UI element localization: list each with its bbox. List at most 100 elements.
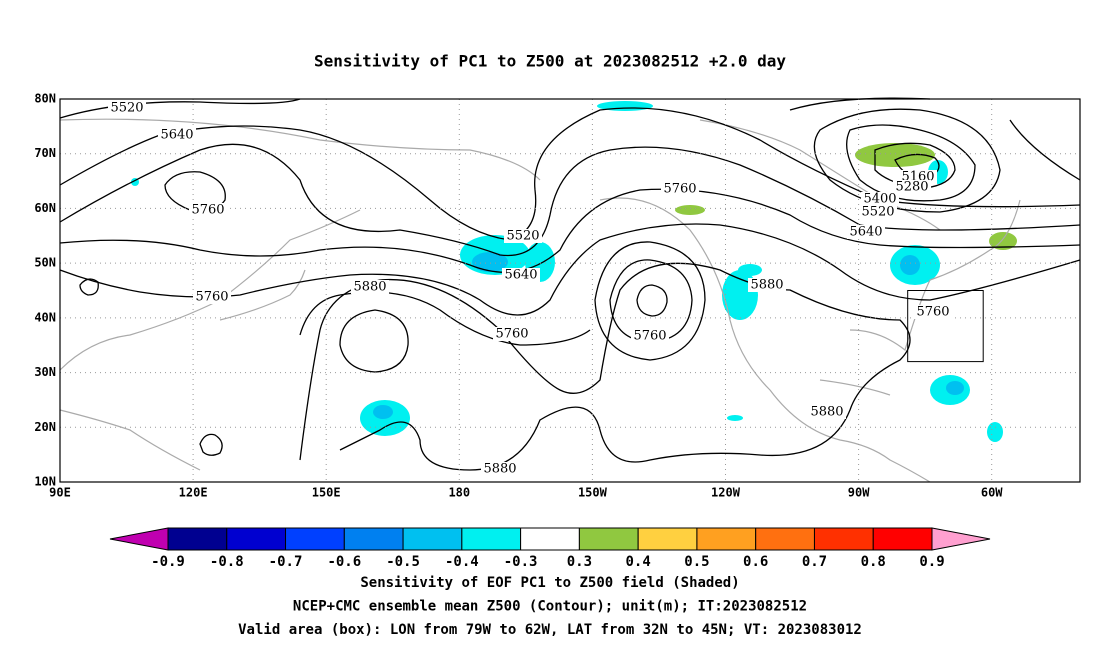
contour-line — [299, 291, 591, 346]
colorbar-bin — [167, 527, 228, 551]
patch — [987, 422, 1003, 442]
colorbar-bin — [226, 527, 287, 551]
contour-line — [789, 97, 1081, 181]
contour-label: 5640 — [849, 225, 882, 240]
lat-label: 30N — [34, 365, 56, 379]
colorbar-label: 0.9 — [919, 554, 944, 570]
colorbar-bin — [813, 527, 874, 551]
contour-label-bg — [502, 268, 540, 282]
patch — [373, 405, 393, 419]
contour-labels: 5520 5640 5760 5760 5880 5520 5640 5760 5760 5760… — [108, 101, 952, 477]
lon-label: 150W — [578, 486, 608, 500]
contour-label-bg — [481, 462, 519, 476]
contour-label: 5880 — [750, 278, 783, 293]
colorbar-label: -0.3 — [504, 554, 538, 570]
colorbar-extend-low — [109, 527, 169, 551]
contour-line — [59, 107, 1081, 241]
lat-label: 20N — [34, 420, 56, 434]
colorbar: -0.9 -0.8 -0.7 -0.6 -0.5 -0.4 -0.3 0.3 0.4 0.5 0.6… — [109, 527, 991, 570]
contour-label: 5880 — [483, 462, 516, 477]
coastline — [849, 199, 1021, 352]
colorbar-label: -0.6 — [327, 554, 361, 570]
captions: Sensitivity of EOF PC1 to Z500 field (Sh… — [238, 575, 862, 638]
patch — [727, 415, 743, 421]
contour-line — [59, 98, 301, 119]
contour-label: 5880 — [810, 405, 843, 420]
colorbar-label: 0.7 — [802, 554, 827, 570]
contour-label-bg — [914, 305, 952, 319]
contour-line — [199, 433, 223, 456]
colorbar-label: 0.8 — [861, 554, 886, 570]
contour-label-bg — [493, 327, 531, 341]
lon-label: 150E — [312, 486, 341, 500]
patch — [675, 205, 705, 215]
contour-label: 5640 — [160, 128, 193, 143]
title: Sensitivity of PC1 to Z500 at 2023082512… — [314, 52, 786, 71]
contour-label: 5760 — [191, 203, 224, 218]
lat-label: 50N — [34, 256, 56, 270]
patch — [900, 255, 920, 275]
coastlines — [59, 118, 1021, 483]
contour-label-bg — [847, 225, 885, 239]
contour-label-bg — [108, 101, 146, 115]
coastline — [59, 409, 201, 471]
contour-line — [79, 278, 99, 296]
colorbar-bin — [402, 527, 463, 551]
colorbar-bin — [343, 527, 404, 551]
contour-label-bg — [861, 192, 899, 206]
colorbar-label: -0.4 — [445, 554, 479, 570]
contour-label: 5760 — [916, 305, 949, 320]
contour-label-bg — [189, 203, 227, 217]
colorbar-bin — [520, 527, 580, 551]
contour-line — [339, 309, 409, 373]
contour-label: 5280 — [895, 180, 928, 195]
caption: Sensitivity of EOF PC1 to Z500 field (Sh… — [360, 575, 739, 591]
contour-label-bg — [808, 405, 846, 419]
contour-label-bg — [859, 205, 897, 219]
contour-label: 5760 — [495, 327, 528, 342]
contour-line — [636, 284, 668, 317]
contour-line — [813, 108, 1001, 213]
coastline — [699, 119, 941, 231]
colorbar-label: 0.5 — [684, 554, 709, 570]
caption: NCEP+CMC ensemble mean Z500 (Contour); u… — [293, 599, 807, 615]
contour-line — [846, 124, 976, 202]
contour-label: 5760 — [663, 182, 696, 197]
contour-label: 5520 — [506, 229, 539, 244]
caption: Valid area (box): LON from 79W to 62W, L… — [238, 622, 862, 638]
coastline — [59, 118, 541, 181]
lon-label: 180 — [448, 486, 470, 500]
contour-label-bg — [351, 280, 389, 294]
lon-label: 90E — [49, 486, 71, 500]
lat-label: 70N — [34, 146, 56, 160]
coastline — [219, 269, 306, 321]
contour-label-bg — [158, 128, 196, 142]
colorbar-label: 0.3 — [567, 554, 592, 570]
contour-label-bg — [193, 290, 231, 304]
contour-line — [59, 188, 1081, 273]
contour-line — [299, 262, 911, 471]
colorbar-label: -0.9 — [151, 554, 185, 570]
contour-label: 5760 — [195, 290, 228, 305]
colorbar-bin — [872, 527, 933, 551]
colorbar-label: -0.7 — [269, 554, 303, 570]
contour-label-bg — [893, 180, 931, 194]
colorbar-label: -0.5 — [386, 554, 420, 570]
contour-line — [594, 241, 706, 361]
contour-label-bg — [748, 278, 786, 292]
lon-label: 120E — [179, 486, 208, 500]
patch — [738, 264, 762, 276]
patch — [472, 252, 508, 272]
contour-label: 5520 — [861, 205, 894, 220]
contour-label-bg — [504, 229, 542, 243]
lat-label: 40N — [34, 310, 56, 324]
colorbar-bin — [696, 527, 757, 551]
colorbar-bin — [637, 527, 698, 551]
contour-label-bg — [661, 182, 699, 196]
lat-label: 80N — [34, 92, 56, 106]
colorbar-label: 0.4 — [626, 554, 651, 570]
